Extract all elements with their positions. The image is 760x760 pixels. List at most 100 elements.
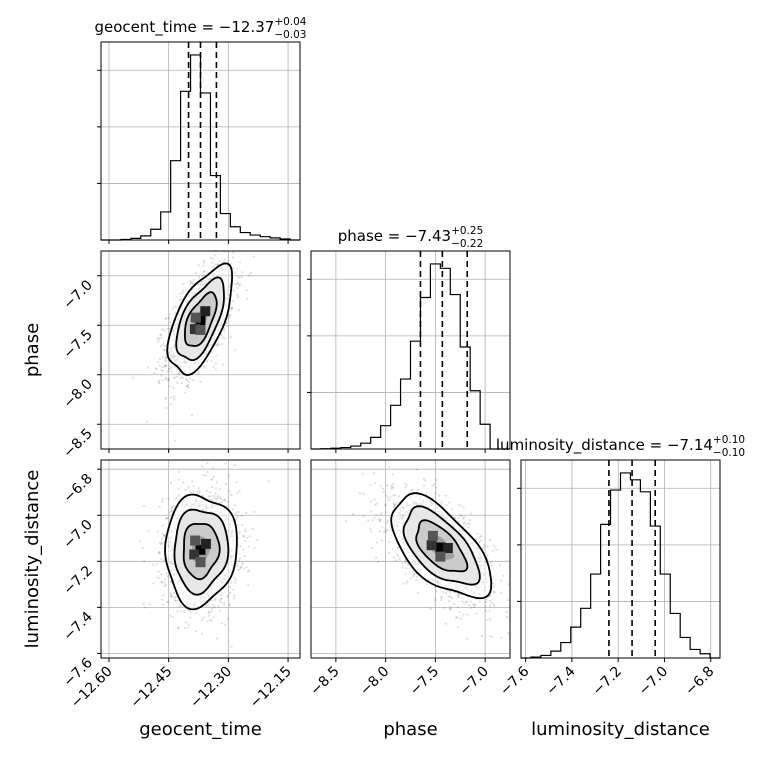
sample-point [164, 583, 167, 586]
sample-point [167, 497, 170, 501]
sample-point [177, 627, 180, 630]
sample-point [216, 263, 220, 266]
sample-point [168, 379, 171, 382]
sample-point [192, 278, 195, 281]
title-minus: −0.10 [713, 447, 745, 459]
sample-point [177, 478, 181, 481]
sample-point [158, 357, 162, 361]
scatter-panel-geocent_time-phase [97, 243, 301, 453]
hist-panel-luminosity_distance [517, 459, 721, 662]
sample-point [240, 565, 243, 568]
sample-point [210, 485, 214, 489]
sample-point [163, 534, 167, 537]
sample-point [215, 637, 219, 640]
sample-point [203, 364, 206, 368]
sample-point [197, 264, 200, 267]
sample-point [176, 599, 179, 602]
sample-point [176, 368, 179, 371]
sample-point [170, 370, 173, 373]
x-tick-label: −12.45 [128, 664, 176, 712]
sample-point [197, 370, 200, 373]
sample-point [491, 582, 495, 585]
sample-point [215, 354, 218, 357]
title-plus: +0.10 [713, 434, 745, 446]
sample-point [226, 500, 229, 503]
sample-point [237, 284, 241, 287]
sample-point [223, 498, 226, 501]
sample-point [393, 505, 396, 509]
sample-point [163, 534, 166, 537]
sample-point [240, 563, 244, 566]
sample-point [173, 439, 176, 442]
sample-point [507, 599, 510, 602]
sample-point [491, 549, 494, 552]
sample-point [191, 282, 194, 285]
sample-point [378, 530, 381, 533]
sample-point [481, 546, 484, 550]
sample-point [177, 487, 180, 491]
sample-point [489, 561, 493, 564]
sample-point [467, 526, 470, 529]
sample-point [232, 243, 234, 245]
sample-point [213, 494, 216, 498]
sample-point [174, 599, 177, 602]
x-tick-label: −7.0 [636, 664, 671, 699]
sample-point [182, 291, 185, 294]
sample-point [168, 510, 172, 514]
sample-point [218, 243, 220, 245]
sample-point [499, 579, 503, 582]
sample-point [217, 342, 220, 345]
sample-point [429, 607, 432, 610]
contour-line [415, 519, 469, 573]
sample-point [460, 514, 463, 517]
sample-point [459, 514, 462, 517]
sample-point [178, 470, 181, 473]
sample-point [362, 514, 365, 518]
sample-point [234, 578, 238, 581]
sample-point [187, 380, 190, 384]
sample-point [189, 282, 192, 286]
title-value: −7.43 [405, 227, 451, 245]
sample-point [217, 344, 220, 347]
sample-point [462, 516, 466, 519]
sample-point [172, 504, 175, 507]
sample-point [155, 563, 158, 566]
panel-background [521, 460, 720, 658]
sample-point [507, 632, 510, 635]
sample-point [392, 556, 395, 559]
sample-point [218, 599, 221, 602]
sample-point [223, 258, 226, 261]
sample-point [480, 634, 484, 638]
sample-point [161, 328, 164, 331]
contour-line [182, 522, 221, 581]
sample-point [228, 602, 231, 606]
sample-point [468, 522, 471, 525]
sample-point [224, 499, 227, 502]
sample-point [444, 494, 448, 497]
sample-point [394, 493, 397, 496]
sample-point [246, 297, 249, 300]
sample-point [229, 591, 232, 594]
sample-point [213, 497, 216, 500]
sample-point [488, 618, 492, 621]
sample-point [169, 594, 172, 597]
sample-point [207, 495, 210, 498]
sample-point [507, 583, 510, 586]
sample-point [206, 620, 209, 623]
sample-point [456, 594, 459, 597]
sample-point [164, 356, 168, 360]
sample-point [174, 599, 177, 602]
sample-point [391, 473, 394, 476]
sample-point [158, 338, 161, 341]
sample-point [206, 360, 209, 363]
sample-point [160, 598, 163, 602]
sample-point [154, 367, 157, 370]
sample-point [175, 497, 178, 500]
sample-point [174, 305, 177, 308]
density-core-pixel [435, 542, 446, 553]
sample-point [189, 377, 192, 380]
sample-point [157, 379, 161, 382]
sample-point [166, 517, 169, 520]
sample-point [153, 372, 156, 375]
sample-point [472, 605, 475, 608]
